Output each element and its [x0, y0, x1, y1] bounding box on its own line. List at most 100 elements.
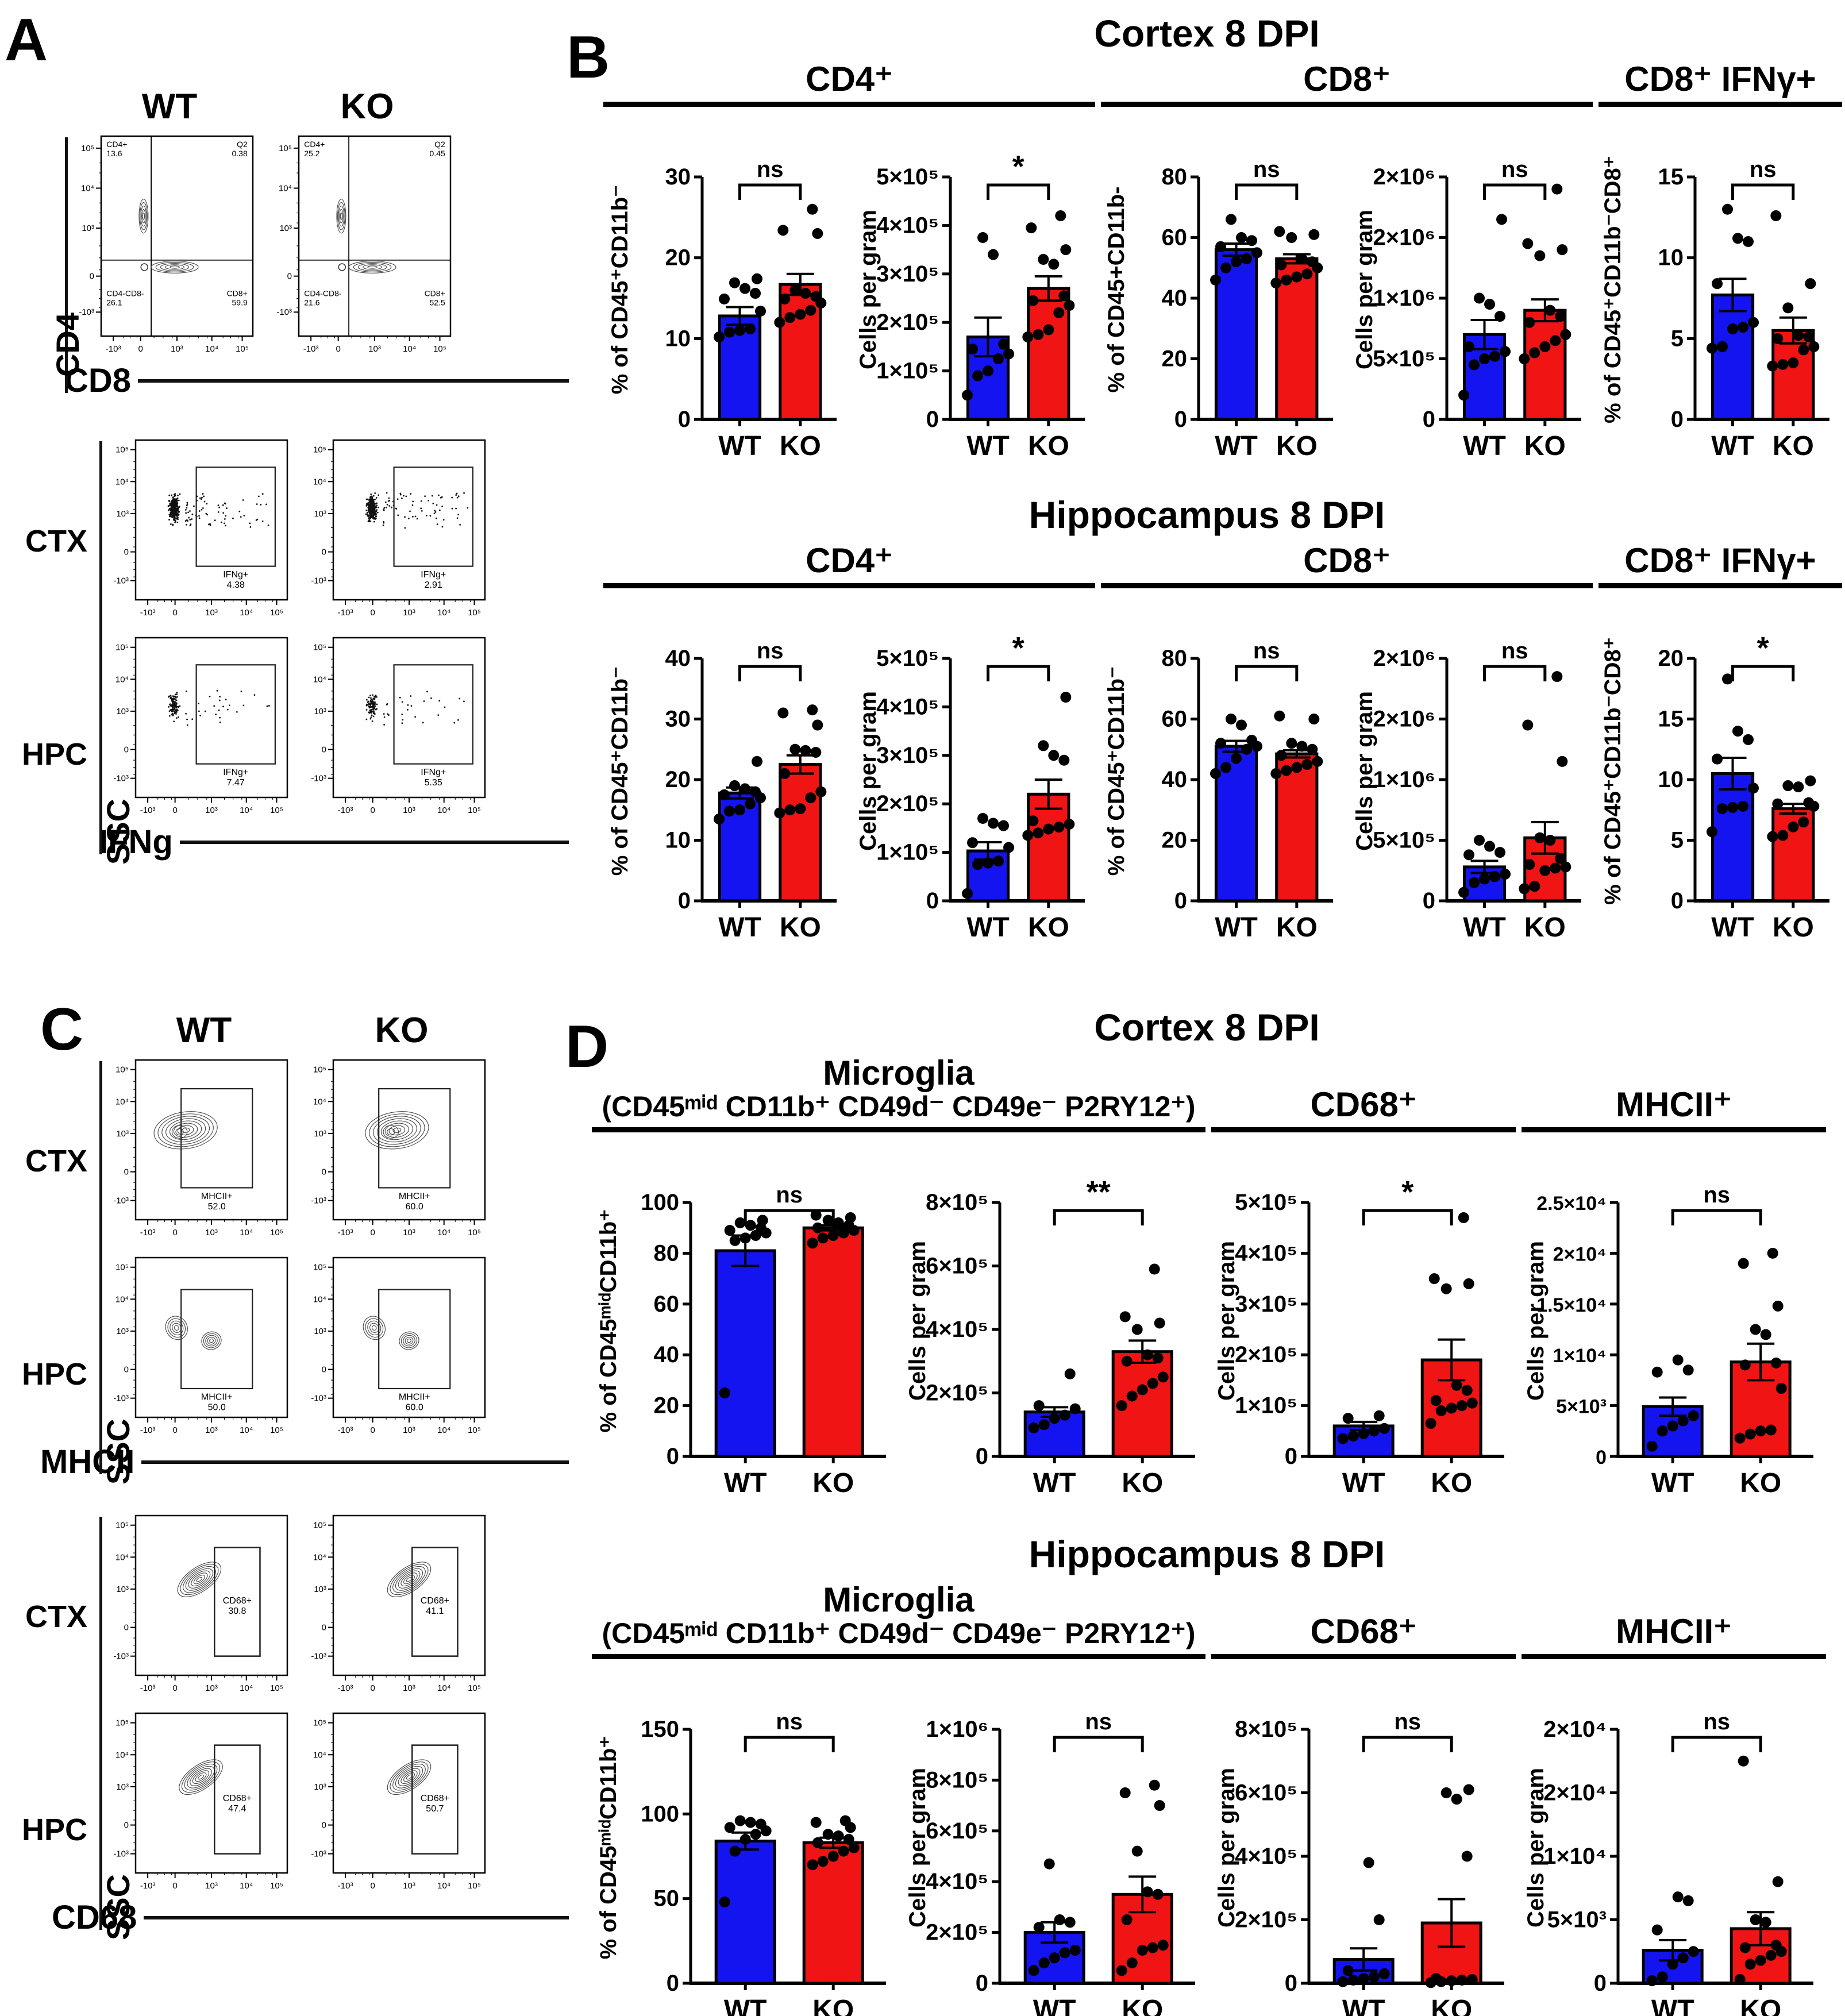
svg-text:0: 0 [322, 1167, 326, 1177]
svg-text:10³: 10³ [116, 1782, 129, 1792]
cd68-axis-label: CD68 [52, 1899, 137, 1936]
svg-text:0: 0 [370, 608, 375, 618]
ssc-axis-line [99, 441, 102, 854]
svg-text:-10³: -10³ [113, 1394, 129, 1404]
svg-text:0: 0 [322, 1365, 326, 1375]
svg-text:WT: WT [966, 912, 1010, 943]
svg-text:% of CD45+CD11b-: % of CD45+CD11b- [1104, 187, 1129, 393]
svg-text:10³: 10³ [171, 344, 183, 354]
panel-a-cd4-axis-gutter: CD4 [17, 130, 86, 400]
svg-text:10⁵: 10⁵ [468, 805, 481, 815]
svg-text:30: 30 [665, 707, 691, 732]
svg-text:10³: 10³ [314, 707, 326, 716]
svg-text:0: 0 [1671, 888, 1684, 913]
svg-text:10⁵: 10⁵ [313, 1263, 326, 1273]
svg-text:10⁵: 10⁵ [468, 1228, 481, 1238]
flow-plot-ifng-ctx-ko: 10⁵ 10⁴ 10³ 0 -10³ -10³ 0 10³ 10⁴ 10⁵ IFNg+2.91 [311, 439, 486, 618]
svg-text:0: 0 [1174, 888, 1187, 913]
svg-text:10³: 10³ [403, 1881, 415, 1891]
svg-text:ns: ns [757, 157, 784, 182]
flow-plot-cd4cd8-ko: 10⁵ 10⁴ 10³ 0 -10³ -10³ 0 10³ 10⁴ 10⁵ CD4+25.2 Q20.… [276, 135, 452, 354]
svg-text:0: 0 [1594, 1971, 1607, 1996]
ssc-axis-label: SSC [100, 1874, 136, 1940]
svg-text:10⁴: 10⁴ [437, 1881, 450, 1891]
svg-text:100: 100 [641, 1190, 679, 1215]
svg-text:WT: WT [1215, 431, 1258, 461]
svg-text:10⁴: 10⁴ [205, 344, 218, 354]
panel-b-cortex-headers: CD4⁺ CD8⁺ CD8⁺ IFNγ+ [569, 61, 1845, 107]
svg-text:% of CD45ᵐⁱᵈCD11b⁺: % of CD45ᵐⁱᵈCD11b⁺ [596, 1209, 621, 1433]
ssc-axis-label: SSC [100, 1418, 136, 1485]
svg-text:-10³: -10³ [311, 1196, 326, 1206]
svg-text:CD4+: CD4+ [304, 140, 325, 149]
svg-text:Cells per gram: Cells per gram [1352, 691, 1377, 851]
svg-text:-10³: -10³ [311, 576, 326, 586]
svg-text:10: 10 [665, 828, 691, 853]
svg-text:80: 80 [1162, 164, 1188, 190]
svg-text:10⁵: 10⁵ [270, 1881, 283, 1891]
panel-d-letter: D [565, 1013, 609, 1080]
row-label-ctx: CTX [25, 1599, 87, 1634]
svg-text:KO: KO [1773, 431, 1814, 461]
svg-text:10⁵: 10⁵ [468, 1425, 481, 1435]
svg-text:CD4-CD8-: CD4-CD8- [304, 288, 342, 298]
cd4-axis-label: CD4 [49, 312, 86, 377]
svg-text:0: 0 [322, 1821, 326, 1830]
panel-b-letter: B [567, 24, 610, 91]
svg-text:KO: KO [780, 431, 821, 461]
svg-text:1×10⁶: 1×10⁶ [1373, 286, 1435, 311]
flow-plot-mhcii-hpc-wt: 10⁵ 10⁴ 10³ 0 -10³ -10³ 0 10³ 10⁴ 10⁵ MHCII+50.0 [113, 1256, 288, 1435]
svg-text:ns: ns [1085, 1709, 1112, 1734]
svg-text:10³: 10³ [82, 223, 94, 233]
svg-text:% of CD45⁺CD11b⁻: % of CD45⁺CD11b⁻ [607, 185, 633, 395]
svg-text:0: 0 [124, 745, 129, 755]
svg-text:15: 15 [1658, 707, 1684, 732]
svg-text:10⁵: 10⁵ [468, 1881, 481, 1891]
svg-text:10⁴: 10⁴ [437, 1683, 450, 1693]
svg-text:10⁵: 10⁵ [468, 1683, 481, 1693]
group-header-cd8: CD8⁺ [1101, 542, 1593, 588]
panel-d-hippocampus-headers: Microglia (CD45ᵐⁱᵈ CD11b⁺ CD49d⁻ CD49e⁻ … [569, 1582, 1845, 1659]
svg-text:0: 0 [1285, 1971, 1297, 1996]
svg-text:KO: KO [1740, 1468, 1781, 1498]
svg-text:-10³: -10³ [140, 1683, 156, 1693]
svg-text:Cells per gram: Cells per gram [905, 1768, 930, 1928]
svg-text:WT: WT [1342, 1468, 1385, 1498]
svg-text:13.6: 13.6 [106, 149, 122, 158]
svg-text:10⁵: 10⁵ [115, 1718, 129, 1728]
panel-c-mhcii-group: CTX HPC SSC 10⁵ 10⁴ 10³ 0 -10³ -10³ 0 10³ 10⁴ 10⁵… [17, 1054, 569, 1485]
svg-text:60.0: 60.0 [406, 1402, 423, 1412]
svg-text:10³: 10³ [314, 509, 326, 519]
svg-text:0: 0 [1671, 407, 1684, 432]
panel-c-cd68-gutter: CTX HPC SSC [17, 1510, 136, 1940]
bar-chart-cortex-microglia-percent: 0 20 40 60 80 100 % of CD45ᵐⁱᵈCD11b⁺ WT KO ns [596, 1182, 886, 1498]
flow-plot-cd68-ctx-wt: 10⁵ 10⁴ 10³ 0 -10³ -10³ 0 10³ 10⁴ 10⁵ CD68+30.8 [113, 1514, 288, 1693]
svg-text:10³: 10³ [205, 608, 218, 618]
svg-text:*: * [1012, 631, 1024, 665]
group-header-mhcii: MHCII⁺ [1522, 1613, 1826, 1659]
svg-text:WT: WT [1342, 1995, 1385, 2016]
svg-text:10³: 10³ [205, 1881, 218, 1891]
cd4-axis-line [65, 137, 68, 393]
svg-text:0: 0 [1174, 407, 1187, 432]
svg-text:KO: KO [812, 1995, 854, 2016]
row-label-hpc: HPC [21, 737, 87, 772]
svg-text:0: 0 [172, 1228, 177, 1238]
svg-text:WT: WT [718, 431, 761, 461]
svg-text:4×10⁵: 4×10⁵ [926, 1317, 988, 1342]
ifng-axis: IFNg [99, 823, 569, 861]
bar-chart-cortex-cd4-percent: 0 10 20 30 % of CD45⁺CD11b⁻ WT KO ns [607, 157, 837, 461]
svg-text:-10³: -10³ [113, 1849, 129, 1859]
svg-text:5×10³: 5×10³ [1556, 1396, 1607, 1418]
svg-text:KO: KO [812, 1468, 854, 1498]
svg-text:10³: 10³ [314, 1327, 326, 1336]
svg-text:47.4: 47.4 [228, 1804, 246, 1814]
svg-text:CD4+: CD4+ [106, 140, 127, 149]
svg-text:WT: WT [1711, 431, 1754, 461]
svg-text:2×10⁴: 2×10⁴ [1543, 1717, 1607, 1742]
svg-text:10³: 10³ [403, 1683, 415, 1693]
svg-text:% of CD45ᵐⁱᵈCD11b⁺: % of CD45ᵐⁱᵈCD11b⁺ [596, 1736, 621, 1960]
svg-text:10³: 10³ [368, 344, 381, 354]
svg-text:-10³: -10³ [338, 1881, 353, 1891]
svg-text:WT: WT [1463, 912, 1506, 943]
